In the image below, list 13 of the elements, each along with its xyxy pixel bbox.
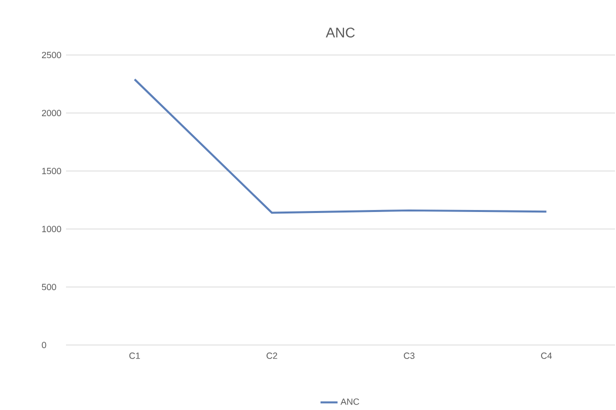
y-tick-label: 1000 [42,226,62,232]
y-tick-label: 0 [42,342,46,348]
legend-label: ANC [340,398,360,405]
x-tick-label: C2 [266,352,278,359]
y-tick-label: 1500 [42,168,62,174]
y-tick-label: 500 [42,284,56,290]
x-tick-label: C1 [129,352,140,359]
y-tick-label: 2000 [42,110,62,116]
y-tick-label: 2500 [42,52,62,58]
chart-title: ANC [326,28,355,38]
line-series [134,78,548,214]
x-tick-label: C3 [404,352,414,359]
x-tick-label: C4 [541,352,552,359]
